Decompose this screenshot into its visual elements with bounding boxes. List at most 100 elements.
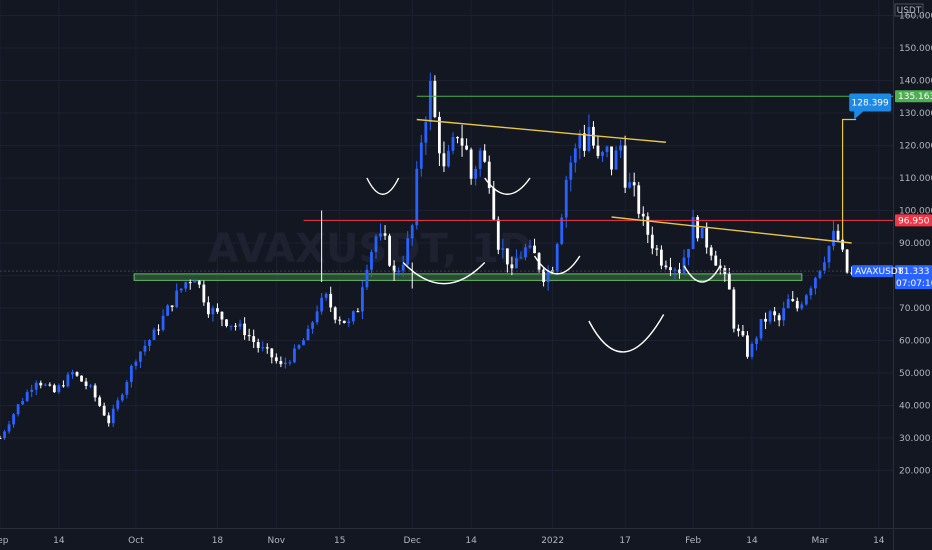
candle-body — [764, 318, 767, 322]
candle-body — [62, 385, 65, 387]
candle-body — [143, 345, 147, 352]
price-tick-label: 110.000 — [899, 174, 932, 184]
candle-body — [388, 235, 391, 266]
candle-body — [428, 80, 432, 122]
candle-body — [342, 320, 346, 324]
candle-body — [632, 182, 636, 186]
candle-body — [610, 146, 613, 170]
candle-body — [601, 152, 604, 156]
candle-body — [456, 137, 459, 139]
candle-body — [818, 270, 822, 278]
candle-body — [243, 323, 247, 336]
candle-body — [247, 335, 251, 337]
candle-body — [528, 245, 532, 248]
candle-body — [302, 340, 305, 346]
candle-body — [57, 385, 61, 393]
candle-body — [361, 287, 364, 312]
candle-body — [750, 343, 754, 357]
candle-body — [605, 146, 609, 153]
candle-body — [25, 392, 29, 402]
time-tick-label: 14 — [873, 536, 885, 546]
candle-body — [166, 305, 170, 316]
candle-body — [714, 255, 718, 266]
candle-body — [102, 405, 106, 416]
price-tag-green-text: 135.163 — [898, 92, 932, 102]
candle-body — [596, 145, 600, 156]
time-tick-label: Oct — [128, 536, 144, 546]
candle-body — [43, 384, 47, 386]
price-axis: USDT 160.000 150.000 140.000 130.000 120.000… — [894, 3, 932, 477]
price-tag-green[interactable]: 135.163 — [895, 90, 932, 103]
price-tick-label: 30.000 — [899, 434, 931, 444]
time-tick-label: Mar — [811, 536, 828, 546]
candle-body — [755, 338, 758, 344]
candle-body — [125, 381, 129, 395]
price-tag-red-bg — [895, 214, 932, 227]
candle-body — [682, 257, 686, 273]
candle-body — [515, 258, 518, 269]
candle-body — [705, 228, 709, 248]
candle-body — [841, 239, 844, 250]
candle-body — [496, 219, 500, 250]
currency-label: USDT — [897, 6, 922, 16]
candle-body — [370, 251, 373, 270]
price-tick-label: 160.000 — [899, 12, 932, 22]
candle-body — [469, 149, 473, 179]
candle-body — [700, 228, 704, 239]
candle-body — [297, 345, 301, 349]
candle-body — [546, 270, 550, 282]
candle-body — [419, 142, 423, 169]
time-tick-label: Feb — [685, 536, 701, 546]
price-tag-red[interactable]: 96.950 — [895, 214, 932, 227]
candle-body — [12, 414, 15, 425]
candle-body — [279, 361, 283, 365]
candle-body — [39, 382, 43, 386]
candle-body — [637, 185, 641, 214]
candle-body — [406, 238, 410, 265]
price-tick-label: 150.000 — [899, 44, 932, 54]
price-tick-label: 50.000 — [899, 369, 931, 379]
candle-body — [519, 257, 523, 259]
price-tags[interactable]: 135.163 96.950 81.333 07:07:10 AVAXUSDT 128.3… — [849, 90, 932, 290]
candle-body — [451, 137, 455, 151]
candle-body — [220, 311, 224, 320]
pattern-arc — [683, 265, 721, 283]
candle-body — [850, 272, 854, 274]
price-tick-label: 90.000 — [899, 239, 931, 249]
candle-body — [306, 328, 310, 341]
candle-body — [587, 126, 591, 151]
price-tick-label: 40.000 — [899, 402, 931, 412]
candle-body — [66, 374, 70, 387]
currency-box — [894, 3, 924, 17]
time-tick-label: 14 — [53, 536, 65, 546]
candle-body — [129, 365, 133, 382]
price-tag-current[interactable]: 81.333 07:07:10 — [895, 265, 932, 290]
candle-body — [560, 217, 564, 245]
candle-body — [759, 318, 763, 339]
candle-body — [836, 230, 840, 240]
candle-body — [175, 290, 179, 307]
candle-body — [270, 348, 274, 358]
candle-body — [21, 401, 25, 405]
candle-body — [465, 145, 468, 150]
candle-body — [438, 116, 441, 154]
price-tick-label: 120.000 — [899, 142, 932, 152]
candle-body — [777, 315, 781, 321]
candle-body — [170, 305, 174, 307]
candle-body — [709, 247, 713, 256]
price-tag-green-bg — [895, 90, 932, 103]
candle-body — [669, 267, 672, 271]
candle-body — [93, 385, 97, 398]
price-tick-label: 130.000 — [899, 109, 932, 119]
candle-body — [510, 264, 514, 269]
price-tick-label: 140.000 — [899, 77, 932, 87]
candle-body — [795, 301, 799, 309]
candle-body — [619, 145, 623, 151]
candle-body — [397, 270, 401, 273]
candle-body — [211, 308, 215, 315]
time-tick-label: 14 — [746, 536, 758, 546]
candle-body — [659, 249, 663, 266]
candle-body — [641, 213, 645, 217]
candle-body — [564, 179, 568, 218]
